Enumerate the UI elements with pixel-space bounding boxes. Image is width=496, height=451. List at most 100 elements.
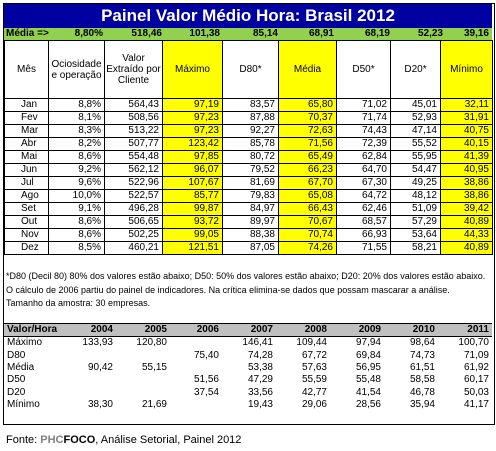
value-cell: 93,72 bbox=[162, 215, 223, 229]
value-cell bbox=[116, 374, 170, 386]
value-cell: 88,38 bbox=[222, 228, 279, 242]
source-prefix: Fonte: bbox=[6, 434, 41, 446]
value-cell: 31,91 bbox=[440, 111, 493, 125]
value-cell: 121,51 bbox=[162, 241, 223, 255]
value-cell: 47,14 bbox=[390, 124, 441, 138]
panel-title: Painel Valor Médio Hora: Brasil 2012 bbox=[4, 4, 492, 28]
month-cell: Set bbox=[4, 202, 49, 216]
value-cell: 41,39 bbox=[440, 150, 493, 164]
value-cell: 75,40 bbox=[193, 349, 219, 361]
value-cell: 84,97 bbox=[222, 202, 279, 216]
value-cell: 72,63 bbox=[278, 124, 337, 138]
history-table-header: Valor/Hora 2004 2005 2006 2007 2008 2009 2010 20… bbox=[4, 322, 492, 338]
header-d20: D20* bbox=[390, 40, 441, 99]
source-line: Fonte: PHCFOCO, Análise Setorial, Painel… bbox=[6, 434, 241, 446]
value-cell: 97,19 bbox=[162, 98, 223, 112]
month-cell: Mai bbox=[4, 150, 49, 164]
metric-label: Média bbox=[7, 362, 35, 374]
value-cell: 51,56 bbox=[193, 374, 219, 386]
value-cell: 85,78 bbox=[222, 137, 279, 151]
table-row: Jun 9,2% 562,12 96,07 79,52 66,23 64,70 54,47 40… bbox=[4, 163, 493, 177]
month-cell: Ago bbox=[4, 189, 49, 203]
history-table: Valor/Hora 2004 2005 2006 2007 2008 2009 2010 20… bbox=[4, 322, 492, 411]
media-value-extraido: 518,46 bbox=[131, 28, 162, 39]
table-row: Mai 8,6% 554,48 97,85 80,72 65,49 62,84 55,95 41… bbox=[4, 150, 493, 164]
value-cell: 74,26 bbox=[278, 241, 337, 255]
table-row: Nov 8,6% 502,25 99,05 88,38 70,74 66,93 53,64 44… bbox=[4, 228, 493, 242]
value-cell: 74,28 bbox=[247, 349, 273, 361]
value-cell: 52,93 bbox=[390, 111, 441, 125]
footnotes: *D80 (Decil 80) 80% dos valores estão ab… bbox=[6, 270, 492, 311]
value-cell: 61,51 bbox=[409, 362, 435, 374]
table-row: D80 75,40 74,28 67,72 69,84 74,73 71,09 bbox=[4, 350, 492, 362]
value-cell bbox=[170, 399, 222, 411]
header-ociosidade: Ociosidade e operação bbox=[48, 40, 105, 99]
value-cell: 460,21 bbox=[104, 241, 163, 255]
value-cell: 39,42 bbox=[440, 202, 493, 216]
value-cell bbox=[62, 350, 116, 362]
value-cell: 66,23 bbox=[278, 163, 337, 177]
value-cell bbox=[170, 362, 222, 374]
header-year: 2009 bbox=[330, 322, 384, 338]
value-cell: 71,74 bbox=[336, 111, 391, 125]
media-value-d80: 85,14 bbox=[252, 28, 278, 39]
value-cell: 29,06 bbox=[301, 398, 327, 410]
value-cell: 40,95 bbox=[440, 163, 493, 177]
metric-label: D20 bbox=[7, 386, 26, 398]
monthly-table-header: Mês Ociosidade e operação Valor Extraído… bbox=[4, 40, 493, 99]
value-cell: 65,08 bbox=[278, 189, 337, 203]
value-cell: 146,41 bbox=[242, 337, 273, 349]
value-cell: 8,6% bbox=[48, 150, 105, 164]
header-valor-hora: Valor/Hora bbox=[4, 322, 62, 338]
metric-label: D80 bbox=[7, 349, 26, 361]
value-cell: 67,72 bbox=[301, 349, 327, 361]
header-year: 2010 bbox=[384, 322, 438, 338]
value-cell: 50,03 bbox=[463, 386, 489, 398]
value-cell: 100,70 bbox=[458, 337, 489, 349]
header-valor-extraido: Valor Extraído por Cliente bbox=[104, 40, 163, 99]
value-cell: 81,69 bbox=[222, 176, 279, 190]
value-cell: 64,70 bbox=[336, 163, 391, 177]
value-cell: 35,94 bbox=[409, 398, 435, 410]
value-cell: 8,6% bbox=[48, 215, 105, 229]
header-d80: D80* bbox=[222, 40, 279, 99]
value-cell: 564,43 bbox=[104, 98, 163, 112]
value-cell: 508,56 bbox=[104, 111, 163, 125]
metric-label: D50 bbox=[7, 374, 26, 386]
header-year: 2006 bbox=[170, 322, 222, 338]
value-cell: 71,55 bbox=[336, 241, 391, 255]
value-cell: 45,01 bbox=[390, 98, 441, 112]
table-row: Set 9,1% 496,28 99,87 84,97 66,43 62,46 51,09 39… bbox=[4, 202, 493, 216]
media-value-maximo: 101,38 bbox=[189, 28, 220, 39]
value-cell: 67,70 bbox=[278, 176, 337, 190]
month-cell: Dez bbox=[4, 241, 49, 255]
value-cell: 33,56 bbox=[247, 386, 273, 398]
value-cell: 66,93 bbox=[336, 228, 391, 242]
panel-frame bbox=[3, 3, 495, 425]
value-cell: 83,57 bbox=[222, 98, 279, 112]
table-row: Máximo 133,93 120,80 146,41 109,44 97,94 98,64… bbox=[4, 337, 492, 350]
value-cell: 66,43 bbox=[278, 202, 337, 216]
footnote-sample: Tamanho da amostra: 30 empresas. bbox=[6, 298, 151, 308]
source-brand-phc: PHC bbox=[40, 434, 64, 446]
month-cell: Jan bbox=[4, 98, 49, 112]
table-row: Ago 10,0% 522,57 85,77 79,83 65,08 64,72 48,12 3… bbox=[4, 189, 493, 203]
value-cell: 44,33 bbox=[440, 228, 493, 242]
table-row: Abr 8,2% 507,77 123,42 85,78 71,56 72,39 55,52 4… bbox=[4, 137, 493, 151]
value-cell: 71,56 bbox=[278, 137, 337, 151]
value-cell: 8,6% bbox=[48, 228, 105, 242]
value-cell: 32,11 bbox=[440, 98, 493, 112]
value-cell: 41,17 bbox=[463, 398, 489, 410]
value-cell: 79,52 bbox=[222, 163, 279, 177]
value-cell bbox=[170, 337, 222, 350]
source-suffix: , Análise Setorial, Painel 2012 bbox=[95, 434, 242, 446]
value-cell: 51,09 bbox=[390, 202, 441, 216]
value-cell: 19,43 bbox=[247, 398, 273, 410]
value-cell: 64,72 bbox=[336, 189, 391, 203]
value-cell: 87,88 bbox=[222, 111, 279, 125]
value-cell bbox=[62, 374, 116, 386]
value-cell: 65,80 bbox=[278, 98, 337, 112]
table-row: Mínimo 38,30 21,69 19,43 29,06 28,56 35,94 41,1… bbox=[4, 399, 492, 411]
header-year: 2004 bbox=[62, 322, 116, 338]
metric-label: Mínimo bbox=[7, 398, 40, 410]
